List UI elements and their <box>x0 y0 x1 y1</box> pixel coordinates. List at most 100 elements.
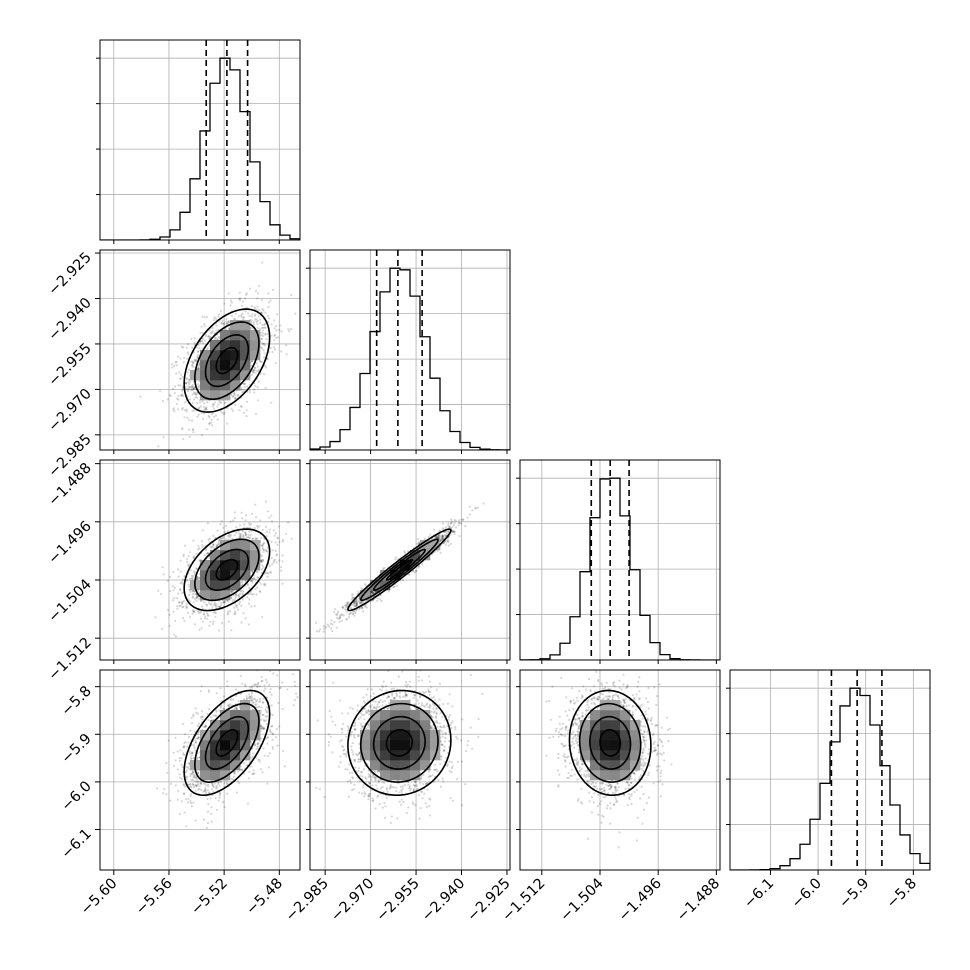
sample-point <box>198 406 201 409</box>
sample-point <box>177 384 180 387</box>
sample-point <box>249 522 253 525</box>
sample-point <box>207 538 210 542</box>
sample-point <box>187 353 190 356</box>
sample-point <box>229 596 233 600</box>
sample-point <box>255 290 258 293</box>
sample-point <box>191 364 194 367</box>
sample-point <box>482 502 485 505</box>
sample-point <box>238 297 241 300</box>
sample-point <box>226 530 230 533</box>
sample-point <box>259 321 262 324</box>
sample-point <box>358 600 361 604</box>
sample-point <box>186 378 189 381</box>
sample-point <box>200 627 203 630</box>
sample-point <box>259 318 262 321</box>
sample-point <box>186 416 189 419</box>
sample-point <box>266 314 270 318</box>
sample-point <box>272 559 276 562</box>
sample-point <box>250 321 253 324</box>
sample-point <box>275 554 278 557</box>
sample-point <box>235 606 238 609</box>
sample-point <box>217 539 221 542</box>
sample-point <box>197 385 200 388</box>
sample-point <box>234 397 237 400</box>
sample-point <box>249 579 253 583</box>
sample-point <box>193 409 196 412</box>
sample-point <box>443 534 447 537</box>
sample-point <box>444 543 447 546</box>
y-tick-label: −2.970 <box>46 386 95 435</box>
sample-point <box>351 594 354 597</box>
sample-point <box>394 556 397 559</box>
sample-point <box>179 377 182 380</box>
density-cell <box>230 350 241 361</box>
sample-point <box>393 585 396 588</box>
sample-point <box>262 566 265 569</box>
sample-point <box>243 523 246 526</box>
sample-point <box>241 598 244 601</box>
sample-point <box>162 436 165 439</box>
sample-point <box>207 335 210 338</box>
sample-point <box>157 589 160 592</box>
sample-point <box>226 610 229 613</box>
sample-point <box>271 520 274 523</box>
sample-point <box>281 554 284 557</box>
sample-point <box>233 606 236 609</box>
density-cell <box>200 580 211 591</box>
sample-point <box>228 533 231 537</box>
sample-point <box>201 544 204 547</box>
sample-point <box>178 604 181 608</box>
sample-point <box>201 315 204 318</box>
density-cell <box>210 370 221 381</box>
sample-point <box>188 386 191 389</box>
sample-point <box>264 584 267 587</box>
sample-point <box>249 534 252 537</box>
sample-point <box>223 530 226 534</box>
sample-point <box>177 600 181 604</box>
sample-point <box>273 327 276 330</box>
sample-point <box>252 371 255 374</box>
sample-point <box>232 318 235 321</box>
sample-point <box>413 571 416 574</box>
sample-point <box>253 391 256 394</box>
sample-point <box>259 559 263 563</box>
sample-point <box>218 401 222 404</box>
sample-point <box>441 535 444 538</box>
sample-point <box>214 604 218 608</box>
sample-point <box>196 354 199 357</box>
sample-point <box>243 389 246 392</box>
sample-point <box>220 601 223 605</box>
sample-point <box>193 555 196 558</box>
sample-point <box>205 406 208 409</box>
sample-point <box>213 401 216 404</box>
sample-point <box>242 390 245 393</box>
sample-point <box>229 299 233 302</box>
sample-point <box>233 534 236 537</box>
sample-point <box>188 419 191 422</box>
sample-point <box>265 550 268 553</box>
sample-point <box>208 329 211 332</box>
sample-point <box>261 326 264 329</box>
sample-point <box>190 576 193 580</box>
sample-point <box>260 346 263 349</box>
sample-point <box>191 385 194 388</box>
sample-point <box>186 579 189 582</box>
sample-point <box>176 397 179 400</box>
sample-point <box>199 331 202 334</box>
sample-point <box>280 350 283 353</box>
sample-point <box>187 381 190 384</box>
sample-point <box>199 611 202 614</box>
sample-point <box>192 387 196 390</box>
sample-point <box>191 419 194 422</box>
sample-point <box>250 360 253 363</box>
sample-point <box>362 601 365 604</box>
sample-point <box>235 531 238 535</box>
sample-point <box>188 378 191 382</box>
sample-point <box>193 610 196 613</box>
sample-point <box>193 359 197 362</box>
density-cell <box>250 350 261 361</box>
sample-point <box>453 523 456 526</box>
sample-point <box>452 530 455 533</box>
sample-point <box>250 364 253 367</box>
sample-point <box>173 619 176 623</box>
